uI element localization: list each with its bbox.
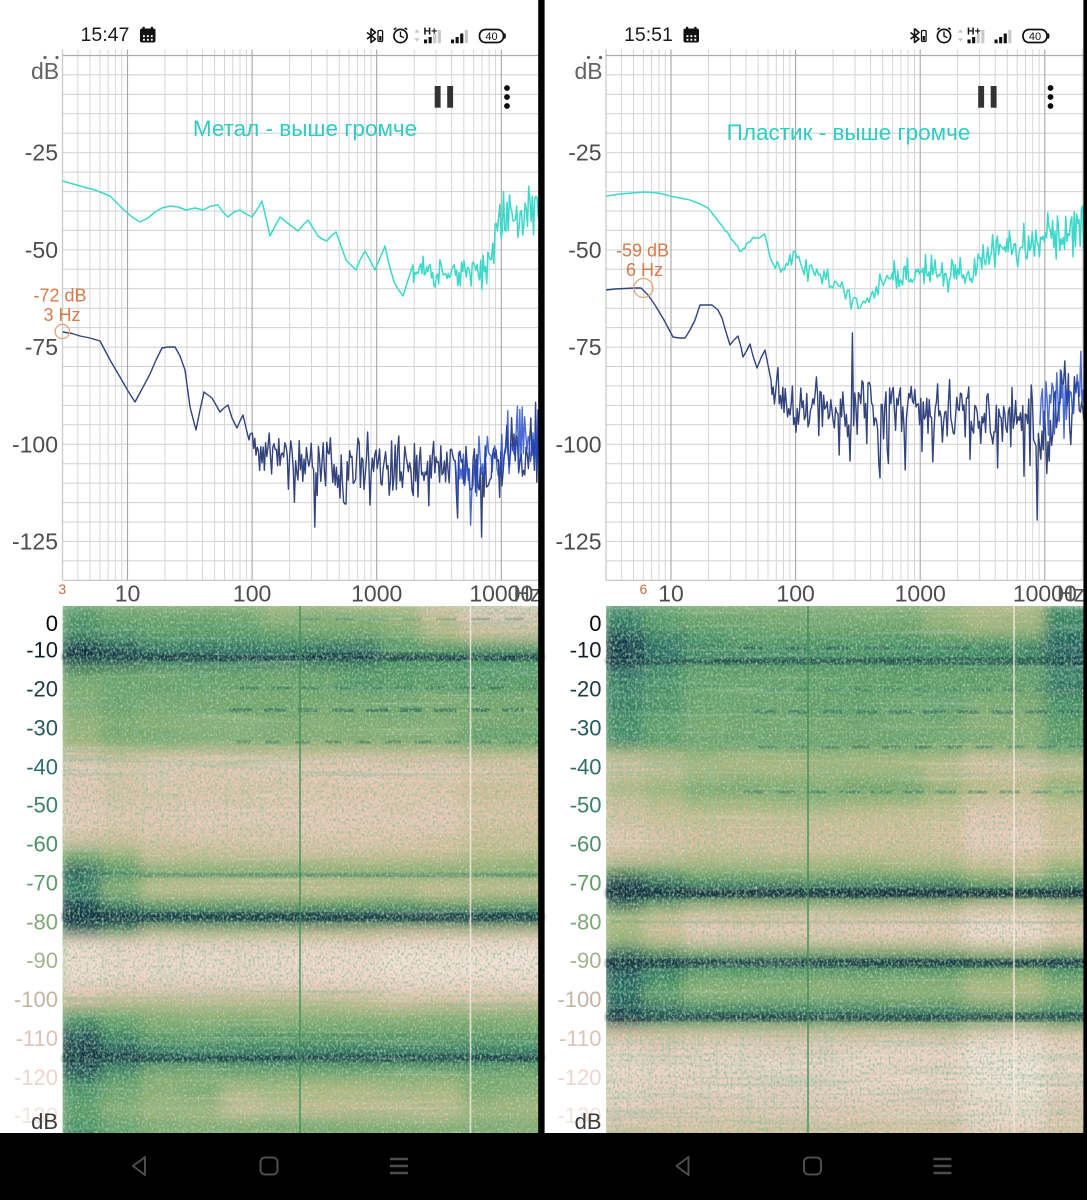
svg-text:-50: -50 bbox=[26, 793, 58, 818]
svg-text:100: 100 bbox=[776, 581, 814, 607]
svg-text:-90: -90 bbox=[570, 948, 602, 973]
svg-text:-70: -70 bbox=[570, 870, 602, 895]
svg-text:Пластик - выше громче: Пластик - выше громче bbox=[727, 120, 971, 145]
svg-text:0: 0 bbox=[46, 611, 58, 636]
svg-text:-80: -80 bbox=[570, 909, 602, 934]
svg-text:6 Hz: 6 Hz bbox=[626, 260, 663, 280]
svg-text:-90: -90 bbox=[26, 948, 58, 973]
svg-text:-130: -130 bbox=[14, 1103, 58, 1128]
svg-text:100: 100 bbox=[233, 581, 271, 607]
svg-text:-125: -125 bbox=[555, 529, 601, 555]
svg-text:-100: -100 bbox=[557, 987, 601, 1012]
svg-text:-125: -125 bbox=[12, 529, 58, 555]
svg-text:-75: -75 bbox=[568, 334, 601, 360]
svg-text:-50: -50 bbox=[25, 237, 58, 263]
svg-text:10000: 10000 bbox=[469, 581, 533, 607]
svg-text:-110: -110 bbox=[16, 1026, 58, 1051]
svg-text:15:47: 15:47 bbox=[81, 24, 130, 46]
svg-text:3 Hz: 3 Hz bbox=[43, 305, 80, 325]
svg-text:-60: -60 bbox=[26, 831, 58, 856]
svg-text:3: 3 bbox=[58, 581, 66, 597]
svg-text:-40: -40 bbox=[26, 754, 58, 779]
svg-text:15:51: 15:51 bbox=[624, 24, 673, 46]
svg-text:-110: -110 bbox=[559, 1026, 601, 1051]
svg-text:10: 10 bbox=[658, 581, 684, 607]
svg-text:-30: -30 bbox=[26, 716, 58, 741]
svg-text:-100: -100 bbox=[14, 987, 58, 1012]
svg-text:dB: dB bbox=[31, 58, 59, 84]
svg-text:-10: -10 bbox=[570, 638, 602, 663]
svg-text:10: 10 bbox=[115, 581, 141, 607]
svg-text:-120: -120 bbox=[14, 1065, 58, 1090]
svg-text:-100: -100 bbox=[555, 431, 601, 457]
svg-text:-50: -50 bbox=[570, 793, 602, 818]
svg-text:-100: -100 bbox=[12, 431, 58, 457]
svg-text:-25: -25 bbox=[25, 140, 58, 166]
svg-text:-10: -10 bbox=[26, 638, 58, 663]
svg-text:-25: -25 bbox=[568, 140, 601, 166]
svg-text:Hz: Hz bbox=[513, 581, 541, 607]
svg-text:-70: -70 bbox=[26, 870, 58, 895]
svg-text:-20: -20 bbox=[570, 677, 602, 702]
svg-text:10000: 10000 bbox=[1013, 581, 1077, 607]
svg-text:dB: dB bbox=[575, 58, 603, 84]
svg-text:dB: dB bbox=[31, 1109, 58, 1134]
svg-text:dB: dB bbox=[575, 1109, 602, 1134]
svg-text:Метал - выше громче: Метал - выше громче bbox=[193, 116, 417, 141]
svg-text:1000: 1000 bbox=[351, 581, 402, 607]
svg-text:-72 dB: -72 dB bbox=[33, 286, 86, 306]
svg-text:-50: -50 bbox=[568, 237, 601, 263]
svg-text:Hz: Hz bbox=[1057, 581, 1085, 607]
svg-text:-120: -120 bbox=[557, 1065, 601, 1090]
svg-text:-80: -80 bbox=[26, 909, 58, 934]
svg-text:40: 40 bbox=[485, 31, 497, 43]
svg-text:-20: -20 bbox=[26, 677, 58, 702]
svg-text:-75: -75 bbox=[25, 334, 58, 360]
svg-text:-60: -60 bbox=[570, 831, 602, 856]
svg-text:-30: -30 bbox=[570, 716, 602, 741]
svg-text:1000: 1000 bbox=[895, 581, 946, 607]
svg-text:-130: -130 bbox=[557, 1103, 601, 1128]
svg-text:-40: -40 bbox=[570, 754, 602, 779]
svg-text:6: 6 bbox=[640, 581, 648, 597]
svg-text:0: 0 bbox=[589, 611, 601, 636]
svg-text:40: 40 bbox=[1029, 31, 1041, 43]
svg-text:-59 dB: -59 dB bbox=[616, 241, 669, 261]
